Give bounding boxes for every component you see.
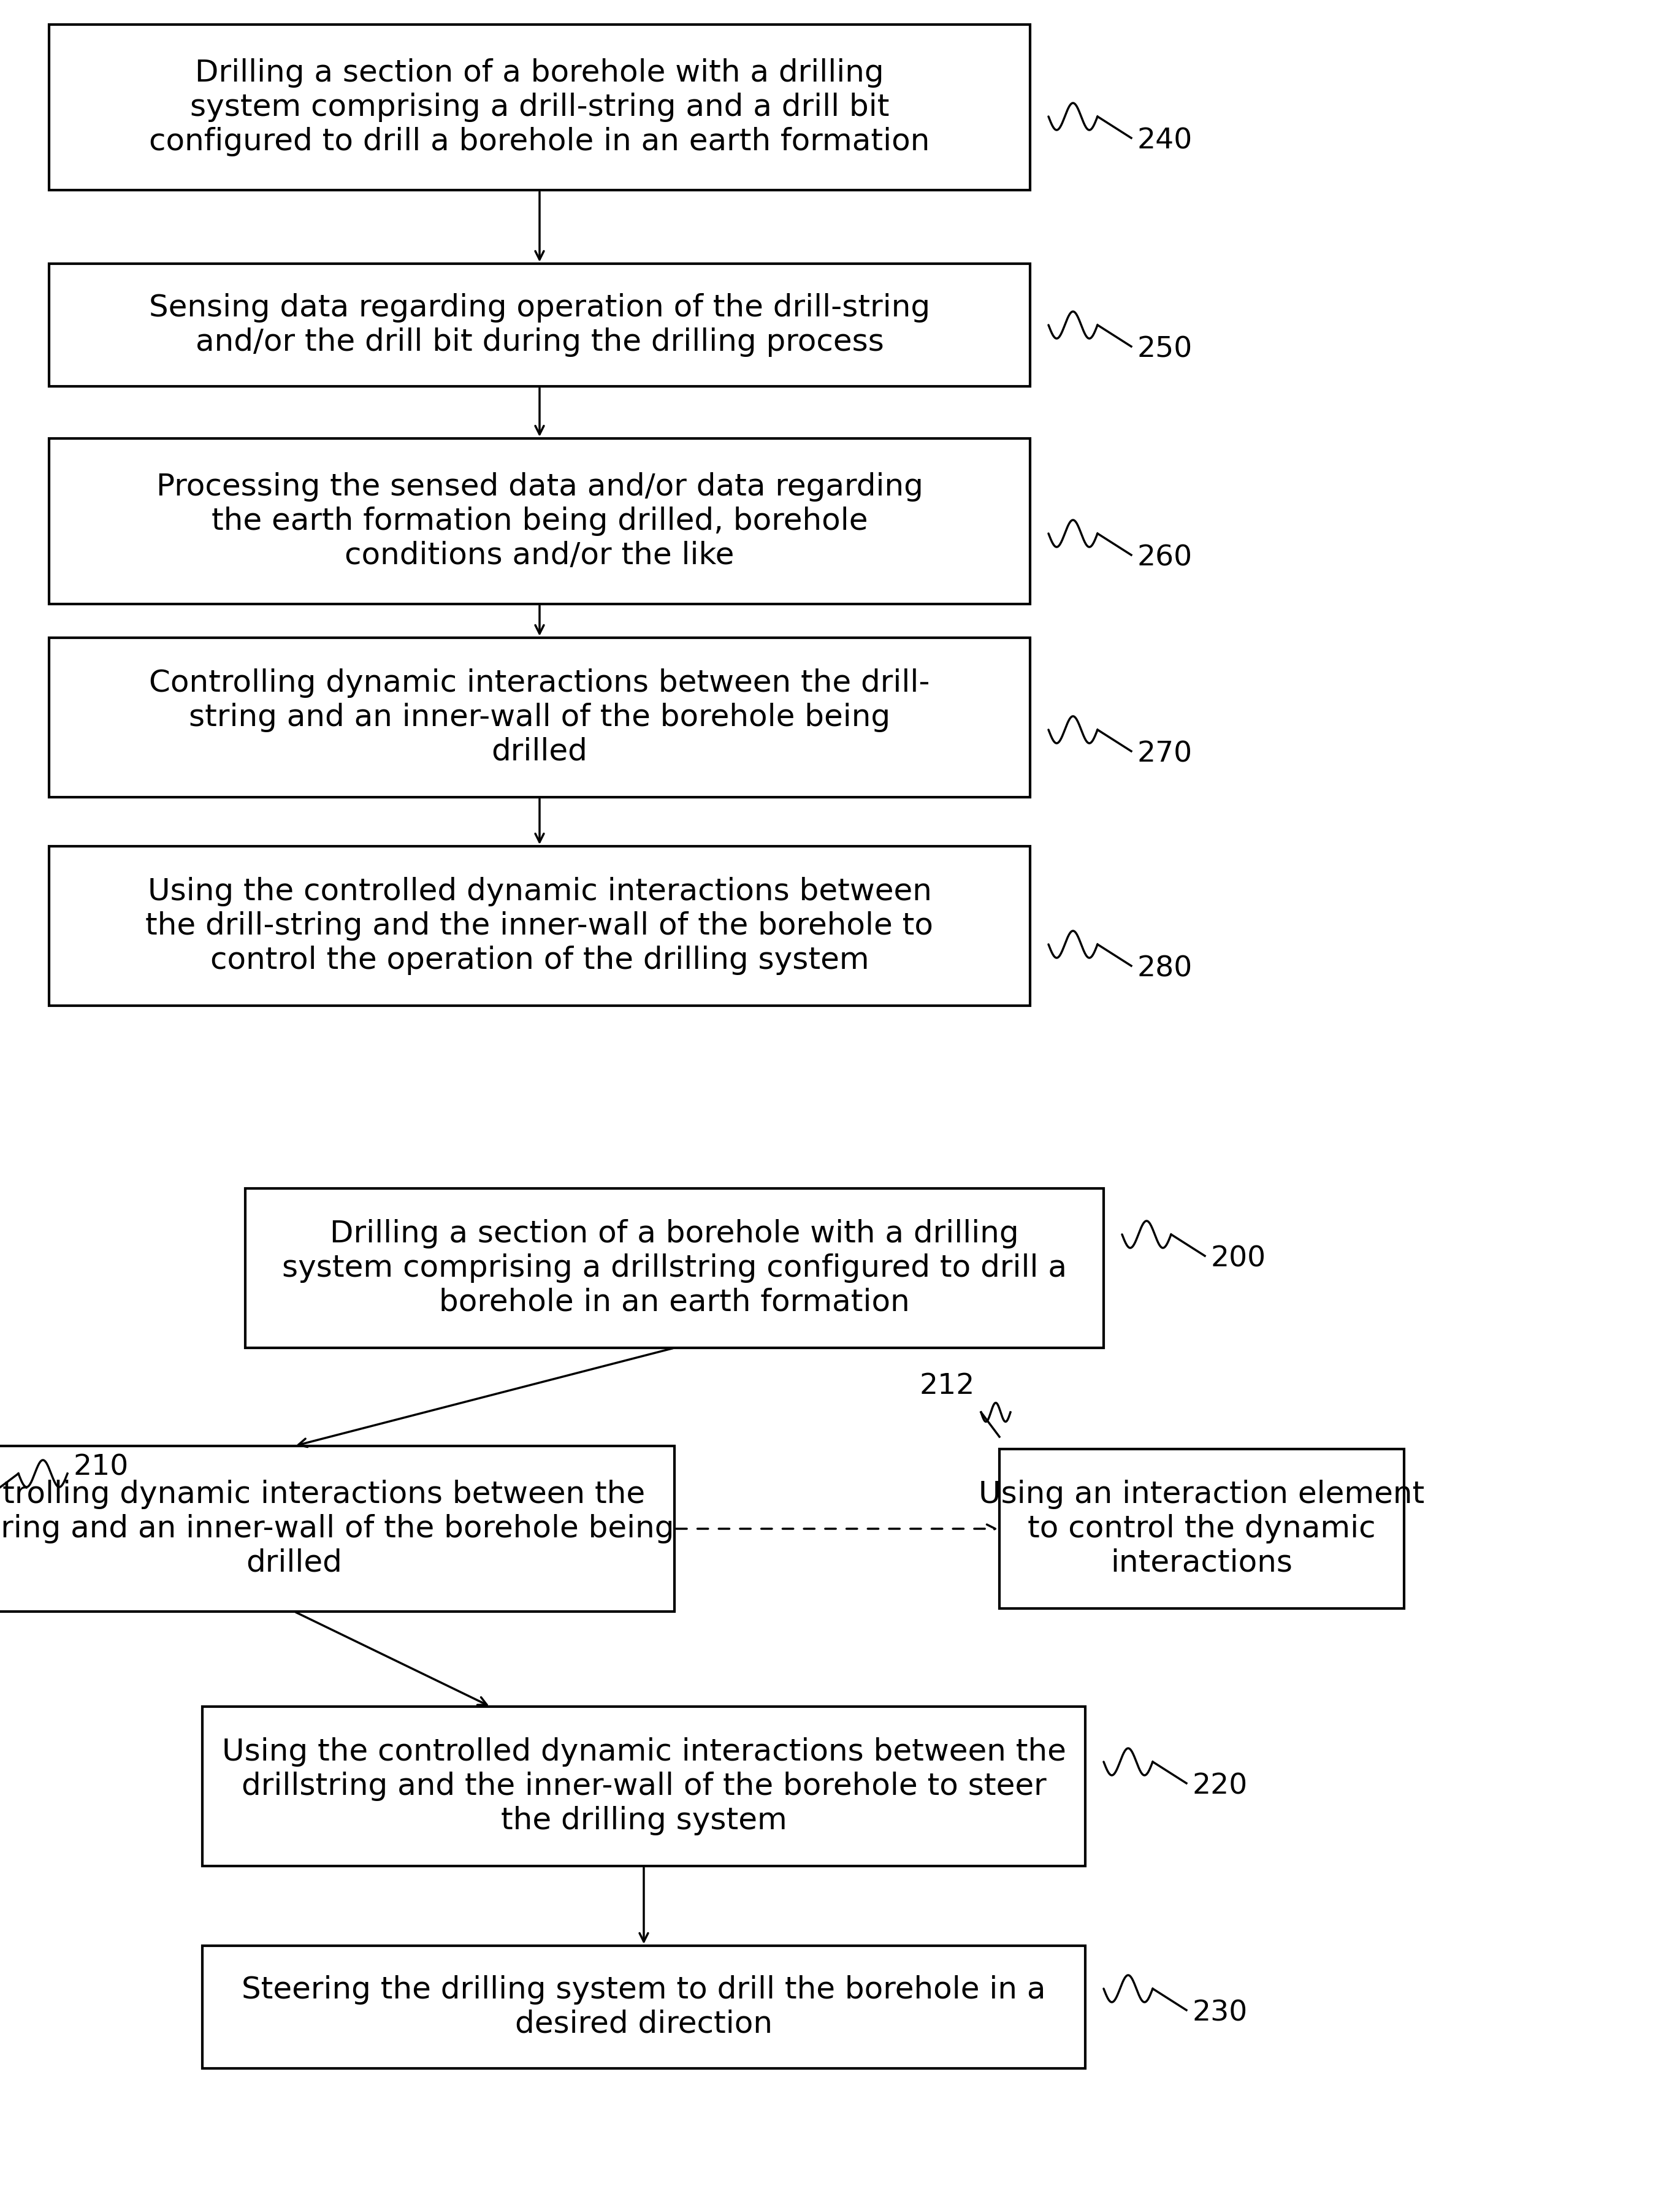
- Text: 200: 200: [1211, 1245, 1267, 1273]
- Text: 240: 240: [1137, 128, 1193, 154]
- Bar: [49, 264, 1030, 387]
- Bar: [49, 438, 1030, 605]
- Text: 210: 210: [74, 1454, 129, 1482]
- Bar: [49, 24, 1030, 189]
- Text: 250: 250: [1137, 336, 1193, 363]
- Text: Drilling a section of a borehole with a drilling
system comprising a drillstring: Drilling a section of a borehole with a …: [282, 1218, 1067, 1317]
- Text: 280: 280: [1137, 954, 1193, 983]
- Text: 212: 212: [919, 1372, 974, 1401]
- Bar: [202, 1946, 1085, 2069]
- Text: 220: 220: [1193, 1772, 1248, 1801]
- Text: Using the controlled dynamic interactions between
the drill-string and the inner: Using the controlled dynamic interaction…: [146, 877, 934, 974]
- Bar: [202, 1706, 1085, 1867]
- Bar: [49, 847, 1030, 1005]
- Text: Drilling a section of a borehole with a drilling
system comprising a drill-strin: Drilling a section of a borehole with a …: [150, 59, 931, 156]
- Bar: [245, 1187, 1104, 1348]
- Text: Sensing data regarding operation of the drill-string
and/or the drill bit during: Sensing data regarding operation of the …: [150, 292, 931, 356]
- Text: Controlling dynamic interactions between the drill-
string and an inner-wall of : Controlling dynamic interactions between…: [150, 668, 931, 765]
- Bar: [49, 638, 1030, 798]
- Bar: [1000, 1449, 1404, 1607]
- Text: Using the controlled dynamic interactions between the
drillstring and the inner-: Using the controlled dynamic interaction…: [222, 1737, 1065, 1836]
- Text: Controlling dynamic interactions between the
drillstring and an inner-wall of th: Controlling dynamic interactions between…: [0, 1480, 674, 1577]
- Text: 270: 270: [1137, 741, 1193, 767]
- Text: 230: 230: [1193, 1999, 1248, 2027]
- Bar: [0, 1447, 674, 1612]
- Text: Steering the drilling system to drill the borehole in a
desired direction: Steering the drilling system to drill th…: [242, 1975, 1047, 2038]
- Text: 260: 260: [1137, 543, 1193, 572]
- Text: Processing the sensed data and/or data regarding
the earth formation being drill: Processing the sensed data and/or data r…: [156, 473, 922, 570]
- Text: Using an interaction element
to control the dynamic
interactions: Using an interaction element to control …: [979, 1480, 1425, 1577]
